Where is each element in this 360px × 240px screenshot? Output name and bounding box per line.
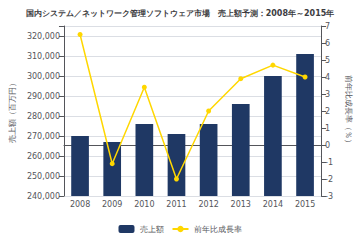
- svg-text:300,000: 300,000: [27, 72, 60, 81]
- svg-text:1: 1: [325, 124, 330, 133]
- svg-text:2015: 2015: [295, 200, 315, 209]
- svg-text:270,000: 270,000: [27, 132, 60, 141]
- svg-text:240,000: 240,000: [27, 192, 60, 201]
- svg-text:2013: 2013: [231, 200, 251, 209]
- svg-text:前年比成長率: 前年比成長率: [194, 225, 242, 234]
- svg-text:前年比成長率（％）: 前年比成長率（％）: [344, 75, 353, 147]
- svg-text:5: 5: [325, 56, 330, 65]
- svg-text:7: 7: [325, 22, 330, 31]
- svg-text:250,000: 250,000: [27, 172, 60, 181]
- svg-text:2011: 2011: [166, 200, 186, 209]
- svg-text:3: 3: [325, 90, 330, 99]
- svg-text:2008: 2008: [70, 200, 90, 209]
- svg-text:310,000: 310,000: [27, 52, 60, 61]
- svg-text:290,000: 290,000: [27, 92, 60, 101]
- svg-text:0: 0: [325, 141, 330, 150]
- svg-text:2: 2: [325, 107, 330, 116]
- svg-text:2012: 2012: [198, 200, 218, 209]
- svg-text:2010: 2010: [134, 200, 154, 209]
- svg-text:-2: -2: [325, 175, 333, 184]
- svg-text:260,000: 260,000: [27, 152, 60, 161]
- svg-text:280,000: 280,000: [27, 112, 60, 121]
- svg-text:320,000: 320,000: [27, 32, 60, 41]
- svg-text:6: 6: [325, 39, 330, 48]
- svg-text:-1: -1: [325, 158, 333, 167]
- svg-text:売上額: 売上額: [140, 225, 164, 234]
- svg-text:2014: 2014: [263, 200, 283, 209]
- svg-text:4: 4: [325, 73, 330, 82]
- svg-text:2009: 2009: [102, 200, 122, 209]
- svg-text:-3: -3: [325, 192, 333, 201]
- svg-text:国内システム／ネットワーク管理ソフトウェア市場 売上額予測：: 国内システム／ネットワーク管理ソフトウェア市場 売上額予測：2008年～2015…: [26, 8, 335, 18]
- svg-text:売上額（百万円）: 売上額（百万円）: [8, 79, 17, 143]
